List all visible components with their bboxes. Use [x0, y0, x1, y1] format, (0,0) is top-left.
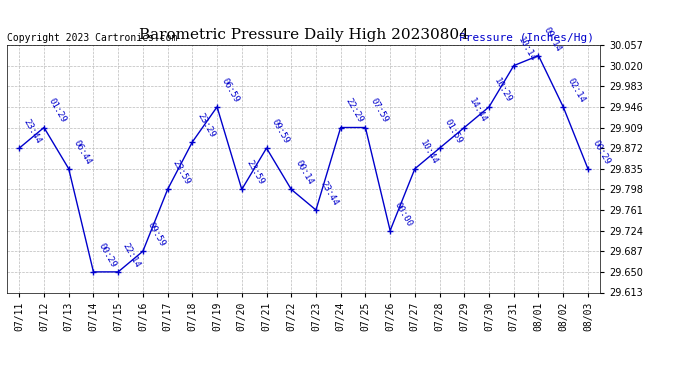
- Text: Pressure (Inches/Hg): Pressure (Inches/Hg): [460, 33, 594, 42]
- Text: 10:14: 10:14: [517, 35, 538, 63]
- Text: 00:00: 00:00: [393, 200, 414, 228]
- Text: 23:44: 23:44: [319, 180, 340, 207]
- Text: 00:29: 00:29: [591, 138, 612, 166]
- Text: 00:14: 00:14: [294, 159, 315, 187]
- Title: Barometric Pressure Daily High 20230804: Barometric Pressure Daily High 20230804: [139, 28, 469, 42]
- Text: 07:59: 07:59: [368, 97, 389, 125]
- Text: 10:44: 10:44: [417, 138, 439, 166]
- Text: 01:59: 01:59: [442, 118, 464, 146]
- Text: 09:59: 09:59: [269, 118, 290, 146]
- Text: 14:44: 14:44: [467, 97, 489, 125]
- Text: 09:59: 09:59: [146, 221, 167, 249]
- Text: 00:29: 00:29: [96, 242, 117, 269]
- Text: 10:29: 10:29: [492, 76, 513, 104]
- Text: 23:44: 23:44: [22, 118, 43, 146]
- Text: 22:29: 22:29: [344, 97, 365, 125]
- Text: 22:14: 22:14: [121, 242, 142, 269]
- Text: 01:29: 01:29: [47, 97, 68, 125]
- Text: 23:59: 23:59: [170, 159, 192, 187]
- Text: 09:14: 09:14: [541, 25, 562, 53]
- Text: 23:29: 23:29: [195, 111, 217, 139]
- Text: Copyright 2023 Cartronics.com: Copyright 2023 Cartronics.com: [7, 33, 177, 42]
- Text: 06:59: 06:59: [220, 76, 241, 104]
- Text: 23:59: 23:59: [244, 159, 266, 187]
- Text: 06:44: 06:44: [72, 138, 92, 166]
- Text: 02:14: 02:14: [566, 76, 587, 104]
